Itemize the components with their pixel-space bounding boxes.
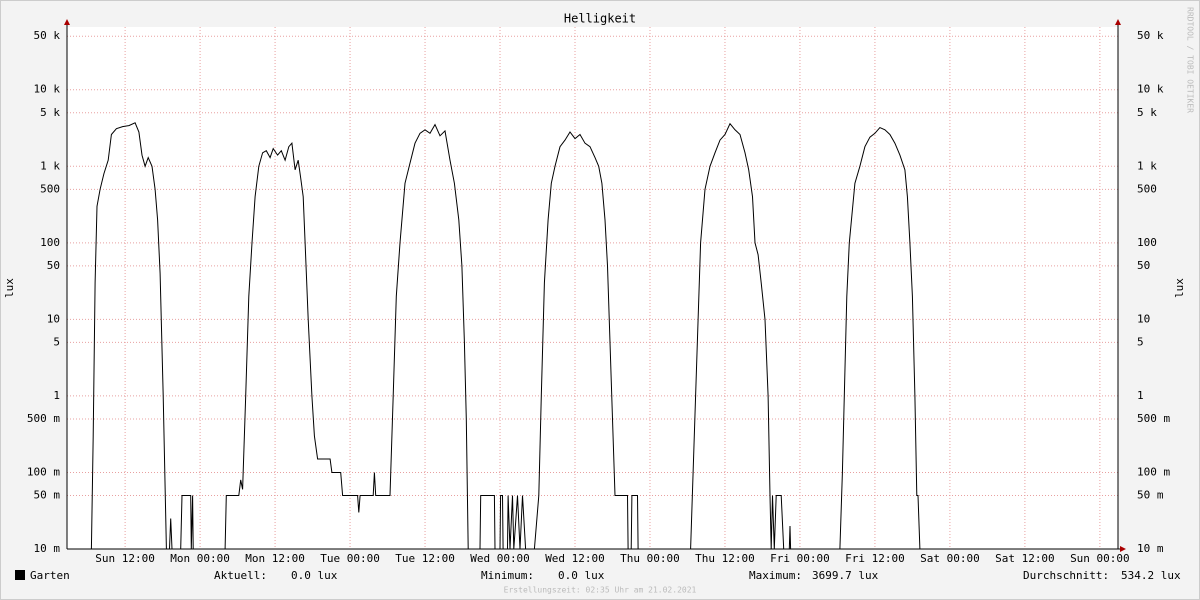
x-tick-label: Sun 12:00	[95, 552, 155, 565]
x-tick-label: Fri 12:00	[845, 552, 905, 565]
y-tick-label-right: 100 m	[1137, 465, 1170, 478]
x-tick-label: Thu 00:00	[620, 552, 680, 565]
axis-arrow	[1120, 546, 1126, 552]
y-axis-label: lux	[3, 278, 16, 298]
y-tick-label: 500 m	[27, 412, 60, 425]
y-tick-label: 5	[53, 335, 60, 348]
y-tick-label: 100 m	[27, 465, 60, 478]
y-tick-label-right: 1 k	[1137, 159, 1157, 172]
y-tick-label: 1 k	[40, 159, 60, 172]
y-tick-label: 100	[40, 236, 60, 249]
footer: Erstellungszeit: 02:35 Uhr am 21.02.2021	[504, 586, 697, 595]
y-tick-label-right: 50 k	[1137, 29, 1164, 42]
x-tick-label: Sun 00:00	[1070, 552, 1130, 565]
y-tick-label: 50 k	[34, 29, 61, 42]
stat-value: 0.0 lux	[291, 569, 338, 582]
y-tick-label: 50 m	[34, 488, 61, 501]
x-tick-label: Mon 12:00	[245, 552, 305, 565]
y-tick-label-right: 500 m	[1137, 412, 1170, 425]
stat-label: Durchschnitt:	[1023, 569, 1109, 582]
x-tick-label: Sat 12:00	[995, 552, 1055, 565]
y-tick-label-right: 1	[1137, 389, 1144, 402]
watermark: RRDTOOL / TOBI OETIKER	[1186, 7, 1195, 113]
x-tick-label: Wed 00:00	[470, 552, 530, 565]
stat-label: Minimum:	[481, 569, 534, 582]
stat-value: 0.0 lux	[558, 569, 605, 582]
x-tick-label: Wed 12:00	[545, 552, 605, 565]
y-tick-label-right: 10 k	[1137, 83, 1164, 96]
y-tick-label-right: 50	[1137, 259, 1150, 272]
axis-arrow	[1115, 19, 1121, 25]
y-tick-label: 500	[40, 182, 60, 195]
axis-arrow	[64, 19, 70, 25]
y-tick-label: 5 k	[40, 106, 60, 119]
y-tick-label-right: 10 m	[1137, 542, 1164, 555]
x-tick-label: Thu 12:00	[695, 552, 755, 565]
y-tick-label: 50	[47, 259, 60, 272]
y-tick-label-right: 10	[1137, 312, 1150, 325]
y-tick-label-right: 50 m	[1137, 488, 1164, 501]
y-tick-label: 10 k	[34, 83, 61, 96]
chart-title: Helligkeit	[564, 12, 636, 26]
y-axis-label-right: lux	[1173, 278, 1186, 298]
y-tick-label-right: 500	[1137, 182, 1157, 195]
x-tick-label: Tue 12:00	[395, 552, 455, 565]
stat-value: 534.2 lux	[1121, 569, 1181, 582]
stat-label: Maximum:	[749, 569, 802, 582]
y-tick-label-right: 5	[1137, 335, 1144, 348]
y-tick-label-right: 5 k	[1137, 106, 1157, 119]
x-tick-label: Mon 00:00	[170, 552, 230, 565]
x-tick-label: Tue 00:00	[320, 552, 380, 565]
stat-value: 3699.7 lux	[812, 569, 879, 582]
y-tick-label: 10 m	[34, 542, 61, 555]
legend-swatch	[15, 570, 25, 580]
plot-area	[67, 27, 1118, 549]
legend-label: Garten	[30, 569, 70, 582]
y-tick-label-right: 100	[1137, 236, 1157, 249]
x-tick-label: Sat 00:00	[920, 552, 980, 565]
stat-label: Aktuell:	[214, 569, 267, 582]
y-tick-label: 1	[53, 389, 60, 402]
x-tick-label: Fri 00:00	[770, 552, 830, 565]
y-tick-label: 10	[47, 312, 60, 325]
